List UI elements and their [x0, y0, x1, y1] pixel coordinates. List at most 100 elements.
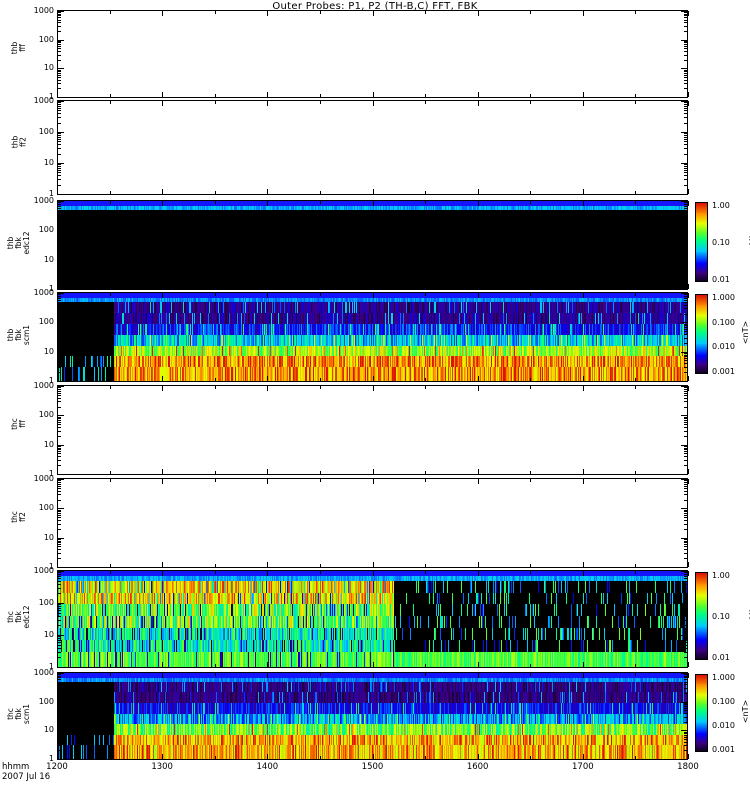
x-tick-mark [215, 191, 216, 194]
panel-thc-fbk-edc12[interactable] [57, 570, 688, 668]
x-tick-mark [110, 101, 111, 104]
y-tick-mark [684, 221, 687, 223]
y-tick-mark [684, 295, 687, 297]
x-tick-mark [215, 471, 216, 474]
y-tick-mark [681, 101, 687, 102]
x-tick-mark [373, 92, 374, 97]
x-tick-mark [162, 479, 163, 484]
y-tick-label: 10 [43, 63, 54, 73]
x-tick-mark [373, 293, 374, 298]
y-tick-mark [58, 358, 61, 360]
y-tick-mark [684, 133, 687, 135]
y-tick-mark [58, 12, 61, 14]
y-tick-mark [58, 730, 64, 732]
y-tick-mark [684, 704, 687, 706]
y-tick-mark [58, 239, 61, 241]
y-tick-mark [684, 528, 687, 530]
x-tick-mark [215, 101, 216, 104]
x-tick-label: 1200 [46, 762, 68, 772]
y-tick-mark [684, 172, 687, 174]
y-tick-mark [58, 587, 61, 589]
y-tick-mark [58, 625, 61, 627]
y-tick-mark [684, 580, 687, 582]
y-tick-mark [684, 394, 687, 396]
y-tick-mark [58, 148, 61, 150]
y-tick-mark [681, 567, 687, 568]
y-tick-mark [58, 101, 64, 102]
y-axis-thc-ff2: 1000 100 10 1 [18, 475, 54, 571]
y-tick-mark [58, 184, 61, 186]
y-tick-mark [58, 514, 61, 516]
y-tick-mark [684, 593, 687, 595]
y-tick-mark [684, 687, 687, 689]
y-tick-mark [681, 603, 687, 604]
x-tick-mark [583, 571, 584, 576]
y-tick-mark [684, 684, 687, 686]
y-tick-mark [684, 558, 687, 560]
panel-thb-fff[interactable] [57, 10, 688, 98]
y-tick-mark [58, 483, 61, 485]
colorbar-tick-label: 0.010 [712, 721, 735, 730]
y-tick-mark [681, 571, 687, 572]
y-tick-mark [684, 539, 687, 540]
y-tick-mark [684, 271, 687, 273]
y-tick-mark [681, 322, 687, 324]
y-tick-mark [58, 353, 61, 354]
panel-thc-fbk-scm1[interactable] [57, 672, 688, 760]
panel-thb-fbk-edc12[interactable] [57, 200, 688, 290]
y-tick-mark [58, 132, 64, 133]
y-tick-label: 1 [48, 189, 54, 198]
x-tick-mark [373, 469, 374, 474]
y-tick-mark [58, 677, 61, 679]
y-tick-mark [684, 48, 687, 50]
y-tick-mark [58, 639, 61, 641]
y-tick-mark [58, 72, 61, 74]
x-tick-mark [425, 378, 426, 381]
y-tick-mark [58, 117, 61, 119]
y-tick-mark [684, 542, 687, 544]
y-tick-label: 1 [48, 754, 54, 763]
x-tick-mark [215, 286, 216, 289]
y-tick-mark [684, 31, 687, 33]
y-tick-mark [58, 667, 64, 668]
y-tick-mark [58, 401, 61, 403]
y-tick-mark [58, 523, 61, 525]
x-tick-mark [425, 94, 426, 97]
y-tick-mark [58, 172, 61, 174]
colorbar-thb-fbk-edc12 [695, 202, 708, 282]
y-tick-mark [58, 427, 61, 428]
panel-thc-fff[interactable] [57, 385, 688, 475]
x-tick-mark [162, 101, 163, 106]
x-tick-mark [530, 564, 531, 567]
y-tick-mark [58, 567, 64, 568]
y-tick-mark [58, 83, 61, 85]
y-tick-mark [684, 642, 687, 644]
x-tick-mark [320, 571, 321, 574]
y-tick-mark [58, 163, 64, 164]
y-tick-mark [58, 42, 61, 44]
y-tick-mark [684, 17, 687, 19]
panel-thb-ff2[interactable] [57, 100, 688, 195]
panel-thc-ff2[interactable] [57, 478, 688, 568]
y-tick-mark [58, 738, 61, 740]
y-tick-mark [684, 40, 687, 42]
y-tick-mark [58, 657, 61, 659]
y-tick-label: 1 [48, 469, 54, 478]
y-tick-mark [58, 164, 61, 166]
x-tick-mark [688, 293, 689, 298]
y-tick-mark [58, 731, 61, 733]
x-axis-date-label: 2007 Jul 16 [2, 771, 51, 782]
panel-thb-fbk-scm1[interactable] [57, 292, 688, 382]
y-tick-label: 100 [38, 696, 54, 706]
y-tick-mark [58, 745, 61, 747]
y-tick-mark [684, 179, 687, 181]
y-tick-mark [58, 487, 61, 489]
y-tick-mark [681, 259, 687, 261]
y-tick-mark [58, 76, 61, 78]
y-tick-mark [684, 153, 687, 155]
x-tick-mark [320, 293, 321, 296]
y-tick-mark [684, 544, 687, 546]
x-tick-mark [110, 386, 111, 389]
y-tick-mark [58, 231, 61, 233]
y-tick-mark [58, 706, 61, 708]
